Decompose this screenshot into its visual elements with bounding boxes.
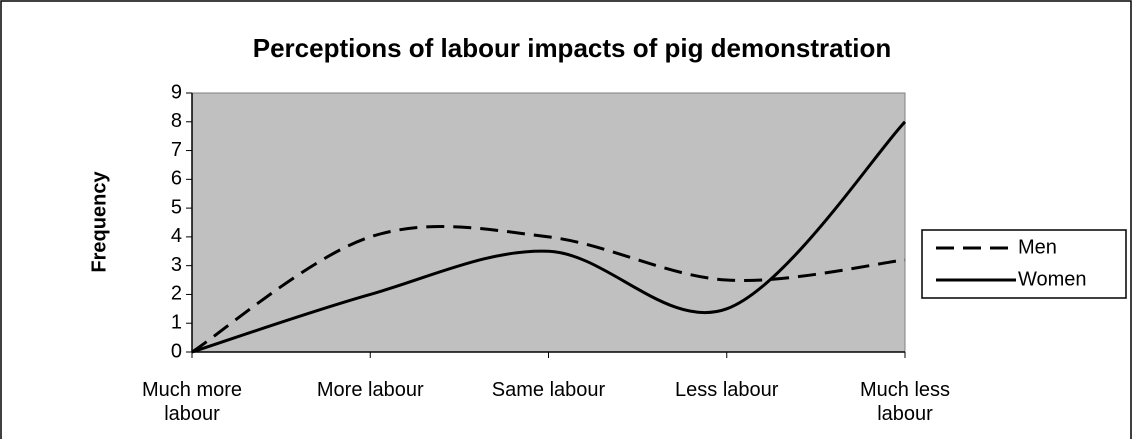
x-tick-label: Much less labour — [859, 379, 951, 425]
y-tick-label: 6 — [171, 168, 182, 190]
y-tick-label: 9 — [171, 81, 182, 103]
legend-label: Women — [1018, 268, 1087, 290]
y-tick-label: 2 — [171, 283, 182, 305]
y-tick-label: 4 — [171, 225, 182, 247]
legend-label: Men — [1018, 236, 1057, 258]
y-tick-label: 8 — [171, 110, 182, 132]
y-tick-label: 3 — [171, 254, 182, 276]
x-tick-label: Less labour — [675, 379, 779, 401]
y-tick-label: 0 — [171, 340, 182, 362]
legend-box — [921, 229, 1127, 299]
plot-area — [191, 92, 906, 353]
y-tick-label: 1 — [171, 312, 182, 334]
chart-title: Perceptions of labour impacts of pig dem… — [253, 33, 892, 63]
series-line — [191, 225, 906, 354]
y-axis-label: Frequency — [88, 171, 110, 273]
y-tick-label: 5 — [171, 196, 182, 218]
x-tick-label: More labour — [316, 379, 424, 401]
x-tick-label: Much more labour — [141, 379, 243, 425]
x-tick-label: Same labour — [491, 379, 606, 401]
y-tick-label: 7 — [171, 139, 182, 161]
series-line — [191, 120, 907, 354]
